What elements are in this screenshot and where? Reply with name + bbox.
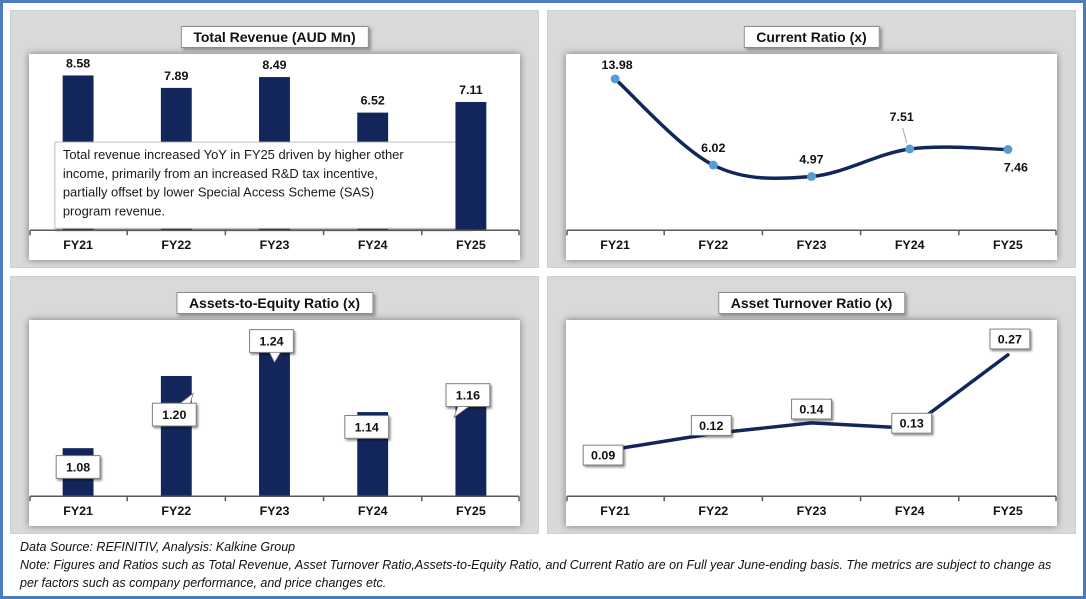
point-marker-FY25: [1003, 145, 1013, 154]
plot-area-total-revenue: Total revenue increased YoY in FY25 driv…: [29, 54, 520, 260]
data-label-box: 0.27: [989, 328, 1031, 350]
x-axis-label: FY22: [161, 238, 191, 252]
annotation-text: income, primarily from an increased R&D …: [63, 166, 378, 181]
x-axis-label: FY23: [797, 238, 827, 252]
data-label: 0.14: [799, 403, 823, 417]
plot-area-asset-turnover: FY21 FY22 FY23 FY24 FY25 0.09 0.12 0.14 0.13 0.27: [566, 320, 1057, 526]
data-label: 7.11: [459, 83, 483, 97]
chart-canvas-asset-turnover: FY21 FY22 FY23 FY24 FY25 0.09 0.12 0.14 0.13 0.27: [566, 328, 1057, 518]
bar-FY22: [160, 375, 192, 497]
label-rect: [791, 398, 832, 420]
data-source-line: Data Source: REFINITIV, Analysis: Kalkin…: [20, 540, 296, 554]
data-label: 0.09: [591, 449, 615, 463]
data-label: 7.51: [890, 110, 914, 124]
label-rect: [891, 412, 933, 434]
data-label: 8.49: [262, 58, 286, 72]
x-axis-label: FY22: [698, 504, 728, 518]
point-marker-FY24: [905, 144, 915, 154]
x-axis-label: FY24: [895, 238, 925, 252]
x-axis-label: FY21: [63, 504, 93, 518]
x-axis-label: FY24: [895, 504, 925, 518]
plot-area-assets-to-equity: FY21 FY22 FY23 FY24 FY25 1.08 1.20 1.24 1.14 1.16: [29, 320, 520, 526]
series-line: [613, 353, 1010, 451]
data-label: 1.24: [259, 335, 283, 349]
chart-canvas-assets-to-equity: FY21 FY22 FY23 FY24 FY25 1.08 1.20 1.24 1.14 1.16: [29, 329, 520, 518]
x-axis-label: FY21: [600, 238, 630, 252]
chart-title-asset-turnover: Asset Turnover Ratio (x): [717, 292, 906, 314]
point-marker-FY23: [807, 172, 816, 181]
x-axis-label: FY21: [63, 238, 93, 252]
data-label: 8.58: [66, 57, 90, 71]
bar-FY25: [455, 400, 487, 497]
annotation-rect: [54, 141, 472, 229]
panel-assets-to-equity: Assets-to-Equity Ratio (x) FY21 FY22 FY23 F…: [10, 276, 539, 534]
data-label-box: 1.20: [151, 392, 197, 427]
report-footer: Data Source: REFINITIV, Analysis: Kalkin…: [10, 536, 1076, 592]
point-marker-FY22: [708, 160, 718, 170]
bar-FY23: [259, 351, 290, 497]
data-label: 7.46: [1004, 160, 1028, 174]
data-label: 6.52: [361, 94, 385, 108]
label-rect: [344, 415, 390, 439]
x-axis-label: FY22: [698, 238, 728, 252]
footer-note-line: Note: Figures and Ratios such as Total R…: [20, 558, 1052, 590]
data-label: 0.27: [998, 332, 1022, 346]
x-axis-label: FY25: [993, 504, 1023, 518]
data-label: 4.97: [799, 153, 823, 167]
annotation-text: program revenue.: [63, 203, 165, 218]
point-marker-FY21: [610, 74, 620, 84]
data-label-box: 1.24: [249, 329, 294, 364]
annotation-text: partially offset by lower Special Access…: [63, 185, 374, 200]
chart-title-current-ratio: Current Ratio (x): [743, 26, 880, 48]
chart-canvas-current-ratio: FY21 FY22 FY23 FY24 FY25 13.98 6.02 4.97 7.51 7.4…: [566, 58, 1057, 252]
data-label: 1.14: [355, 420, 379, 434]
chart-title-total-revenue: Total Revenue (AUD Mn): [180, 26, 369, 48]
panel-current-ratio: Current Ratio (x) FY21 FY22 FY23 FY24 FY25 13…: [547, 10, 1076, 268]
label-rect: [989, 328, 1031, 350]
x-axis-label: FY21: [600, 504, 630, 518]
x-axis-label: FY25: [993, 238, 1023, 252]
data-label-box: 0.12: [690, 415, 732, 436]
chart-grid: Total Revenue (AUD Mn) Total revenue inc…: [10, 10, 1076, 534]
x-axis-label: FY25: [456, 504, 486, 518]
label-rect: [690, 415, 732, 436]
data-label: 0.12: [699, 419, 723, 433]
label-rect: [55, 455, 101, 479]
data-label-box: 1.16: [445, 383, 491, 419]
panel-total-revenue: Total Revenue (AUD Mn) Total revenue inc…: [10, 10, 539, 268]
x-axis-label: FY23: [260, 238, 290, 252]
label-pointer: [453, 406, 471, 419]
data-label: 1.16: [456, 389, 480, 403]
x-axis-label: FY22: [161, 504, 191, 518]
label-rect: [582, 444, 624, 466]
x-axis-label: FY24: [358, 504, 388, 518]
data-label: 1.08: [66, 460, 90, 474]
label-rect: [151, 402, 197, 427]
label-pointer: [179, 392, 194, 404]
data-label-box: 1.14: [344, 415, 390, 439]
data-label-box: 0.13: [891, 412, 933, 434]
label-pointer: [268, 352, 282, 364]
x-axis-label: FY25: [456, 238, 486, 252]
x-axis-label: FY23: [797, 504, 827, 518]
data-label-box: 0.14: [791, 398, 832, 420]
data-label: 13.98: [602, 58, 633, 72]
chart-title-assets-to-equity: Assets-to-Equity Ratio (x): [175, 292, 374, 314]
annotation-box: Total revenue increased YoY in FY25 driv…: [54, 141, 472, 229]
bar-FY25: [455, 101, 487, 231]
data-label-box: 1.08: [55, 455, 101, 479]
x-axis-label: FY24: [358, 238, 388, 252]
data-label-box: 0.09: [582, 444, 624, 466]
label-leader-line: [902, 128, 908, 144]
data-label: 1.20: [162, 408, 186, 422]
annotation-text: Total revenue increased YoY in FY25 driv…: [63, 147, 405, 162]
data-label: 7.89: [164, 69, 188, 83]
x-axis-label: FY23: [260, 504, 290, 518]
panel-asset-turnover: Asset Turnover Ratio (x) FY21 FY22 FY23 FY2…: [547, 276, 1076, 534]
data-label: 6.02: [701, 141, 725, 155]
chart-canvas-total-revenue: Total revenue increased YoY in FY25 driv…: [29, 57, 520, 252]
data-label: 0.13: [900, 417, 924, 431]
plot-area-current-ratio: FY21 FY22 FY23 FY24 FY25 13.98 6.02 4.97 7.51 7.4…: [566, 54, 1057, 260]
